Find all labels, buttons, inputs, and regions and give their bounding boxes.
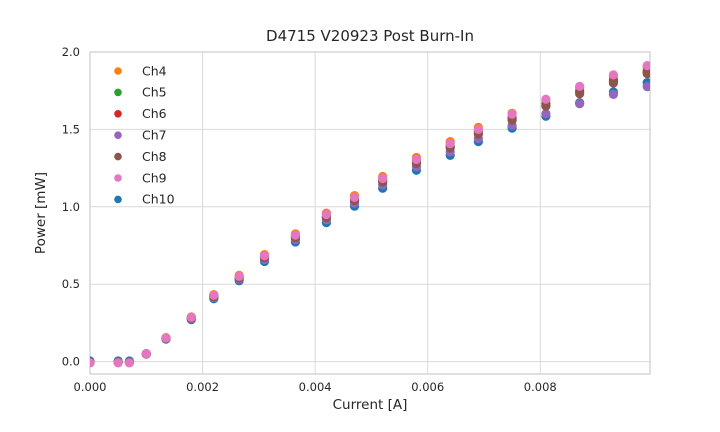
- data-point-Ch9: [608, 70, 619, 80]
- y-tick-label: 0.0: [62, 355, 80, 369]
- legend-item-Ch6: Ch6: [114, 106, 167, 121]
- x-axis-label: Current [A]: [333, 397, 408, 413]
- data-point-Ch9: [321, 209, 331, 220]
- data-point-Ch9: [642, 61, 650, 71]
- data-point-Ch9: [124, 358, 134, 368]
- data-point-Ch7: [608, 89, 619, 100]
- data-point-Ch7: [642, 82, 650, 92]
- legend-marker-Ch6: [114, 110, 122, 118]
- data-point-Ch9: [473, 124, 483, 135]
- x-tick-label: 0.008: [524, 380, 557, 394]
- legend-marker-Ch4: [114, 67, 122, 75]
- x-tick-label: 0.004: [299, 380, 332, 394]
- legend-label-Ch10: Ch10: [142, 192, 175, 207]
- legend-item-Ch9: Ch9: [114, 170, 167, 185]
- scatter-points: [90, 61, 650, 368]
- y-tick-labels: 0.0 0.5 1.0 1.5 2.0: [62, 45, 80, 369]
- x-tick-label: 0.000: [74, 380, 107, 394]
- legend-item-Ch7: Ch7: [114, 128, 167, 143]
- data-point-Ch9: [209, 290, 219, 300]
- plot-frame: [89, 51, 651, 375]
- data-point-Ch9: [445, 139, 455, 149]
- legend-marker-Ch9: [114, 174, 122, 182]
- data-point-Ch9: [186, 312, 196, 322]
- data-point-Ch9: [90, 358, 95, 368]
- data-point-Ch9: [541, 94, 551, 104]
- y-axis-label: Power [mW]: [33, 172, 49, 254]
- x-tick-label: 0.002: [186, 380, 219, 394]
- data-point-Ch9: [507, 109, 517, 119]
- data-point-Ch7: [541, 109, 551, 119]
- y-tick-label: 1.5: [62, 122, 80, 136]
- x-tick-labels: 0.000 0.002 0.004 0.006 0.008: [74, 380, 557, 394]
- data-point-Ch9: [234, 271, 244, 281]
- legend-label-Ch8: Ch8: [142, 149, 167, 164]
- data-point-Ch9: [113, 358, 123, 368]
- legend-label-Ch6: Ch6: [142, 106, 167, 121]
- legend-item-Ch8: Ch8: [114, 149, 167, 164]
- legend-marker-Ch8: [114, 152, 122, 161]
- legend-item-Ch10: Ch10: [114, 192, 175, 207]
- legend-label-Ch4: Ch4: [142, 63, 167, 78]
- legend-marker-Ch5: [114, 88, 122, 97]
- legend-item-Ch4: Ch4: [114, 63, 167, 78]
- legend-label-Ch7: Ch7: [142, 128, 167, 143]
- legend-item-Ch5: Ch5: [114, 85, 167, 100]
- data-point-Ch9: [161, 333, 171, 343]
- data-point-Ch9: [259, 251, 270, 261]
- data-point-Ch8: [642, 69, 650, 79]
- chart-title: D4715 V20923 Post Burn-In: [266, 27, 474, 45]
- legend: Ch4 Ch5 Ch6 Ch7 Ch8 Ch9 Ch10: [114, 63, 175, 207]
- y-tick-label: 1.0: [62, 200, 80, 214]
- data-point-Ch9: [141, 349, 151, 359]
- data-point-Ch8: [541, 101, 551, 111]
- legend-marker-Ch10: [114, 195, 122, 204]
- series-Ch9: [90, 61, 650, 368]
- data-point-Ch9: [349, 192, 360, 202]
- data-point-Ch9: [290, 230, 301, 240]
- data-point-Ch8: [608, 78, 619, 88]
- x-tick-label: 0.006: [411, 380, 444, 394]
- y-tick-label: 0.5: [62, 277, 80, 291]
- data-point-Ch9: [411, 154, 422, 165]
- y-tick-label: 2.0: [62, 45, 80, 59]
- data-point-Ch9: [575, 81, 585, 91]
- data-point-Ch8: [575, 89, 585, 99]
- data-point-Ch7: [575, 99, 585, 109]
- legend-label-Ch5: Ch5: [142, 85, 167, 100]
- legend-marker-Ch7: [114, 131, 122, 139]
- legend-label-Ch9: Ch9: [142, 170, 167, 185]
- data-point-Ch9: [378, 173, 388, 184]
